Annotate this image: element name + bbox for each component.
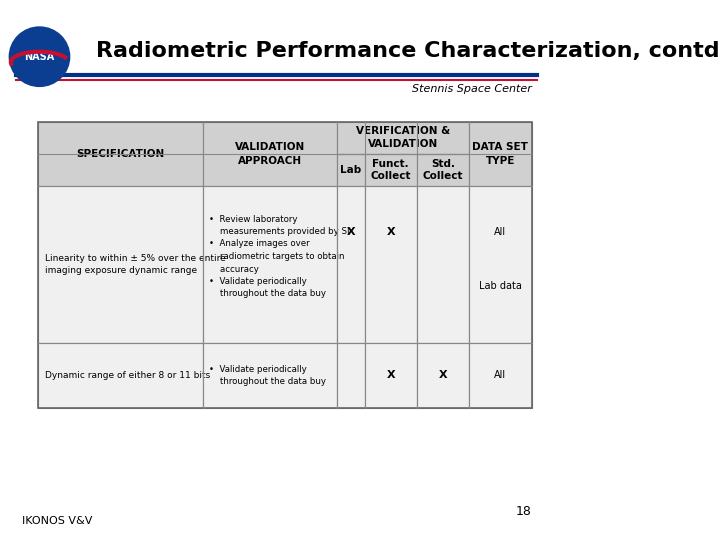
Text: All: All <box>495 370 506 380</box>
Text: X: X <box>387 370 395 380</box>
Text: Dynamic range of either 8 or 11 bits: Dynamic range of either 8 or 11 bits <box>45 371 210 380</box>
Text: Stennis Space Center: Stennis Space Center <box>412 84 532 94</box>
Text: VALIDATION
APPROACH: VALIDATION APPROACH <box>235 143 305 165</box>
FancyBboxPatch shape <box>469 186 532 343</box>
FancyBboxPatch shape <box>38 122 203 186</box>
FancyBboxPatch shape <box>469 122 532 186</box>
Text: Funct.
Collect: Funct. Collect <box>371 159 411 181</box>
FancyBboxPatch shape <box>337 343 364 408</box>
Text: NASA: NASA <box>24 52 55 62</box>
FancyBboxPatch shape <box>38 343 203 408</box>
FancyBboxPatch shape <box>417 154 469 186</box>
Text: Radiometric Performance Characterization, contd.: Radiometric Performance Characterization… <box>96 41 720 62</box>
FancyBboxPatch shape <box>203 186 337 343</box>
Text: Linearity to within ± 5% over the entire
imaging exposure dynamic range: Linearity to within ± 5% over the entire… <box>45 254 225 275</box>
Text: X: X <box>438 370 447 380</box>
FancyBboxPatch shape <box>337 154 364 186</box>
Text: IKONOS V&V: IKONOS V&V <box>22 516 92 526</box>
Text: •  Review laboratory
    measurements provided by SI
•  Analyze images over
    : • Review laboratory measurements provide… <box>210 214 350 299</box>
FancyBboxPatch shape <box>469 343 532 408</box>
Text: Lab data: Lab data <box>479 281 522 291</box>
Circle shape <box>9 27 70 86</box>
FancyBboxPatch shape <box>203 122 337 186</box>
Text: All: All <box>495 227 506 237</box>
Text: Lab: Lab <box>341 165 361 175</box>
FancyBboxPatch shape <box>417 186 469 343</box>
FancyBboxPatch shape <box>364 343 417 408</box>
Text: SPECIFICATION: SPECIFICATION <box>76 149 165 159</box>
FancyBboxPatch shape <box>38 186 203 343</box>
Text: Std.
Collect: Std. Collect <box>423 159 463 181</box>
FancyBboxPatch shape <box>337 186 364 343</box>
FancyBboxPatch shape <box>364 186 417 343</box>
Text: •  Validate periodically
    throughout the data buy: • Validate periodically throughout the d… <box>210 364 326 386</box>
FancyBboxPatch shape <box>337 122 469 154</box>
Text: VERIFICATION &
VALIDATION: VERIFICATION & VALIDATION <box>356 126 450 149</box>
FancyBboxPatch shape <box>417 343 469 408</box>
Text: DATA SET
TYPE: DATA SET TYPE <box>472 143 528 165</box>
Text: X: X <box>346 227 355 237</box>
FancyBboxPatch shape <box>203 343 337 408</box>
Text: 18: 18 <box>516 505 532 518</box>
FancyBboxPatch shape <box>364 154 417 186</box>
Text: X: X <box>387 227 395 237</box>
